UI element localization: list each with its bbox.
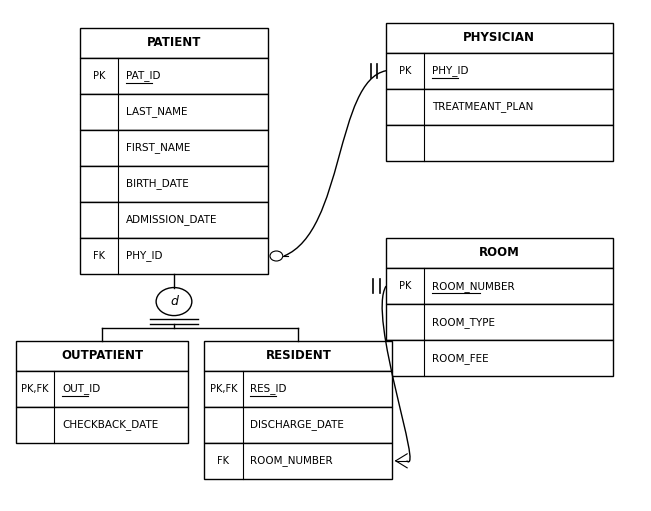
Text: OUT_ID: OUT_ID [62,383,100,394]
Bar [80,202,268,238]
Bar [16,341,188,370]
Text: PK: PK [399,66,411,76]
Bar [204,443,393,479]
Text: OUTPATIENT: OUTPATIENT [61,349,143,362]
Text: PHY_ID: PHY_ID [432,65,469,76]
Bar [80,58,268,94]
Text: PHYSICIAN: PHYSICIAN [464,31,535,44]
Text: LAST_NAME: LAST_NAME [126,106,187,117]
Text: TREATMEANT_PLAN: TREATMEANT_PLAN [432,101,533,112]
Text: PK: PK [93,71,105,81]
Bar [204,407,393,443]
Bar [386,340,613,376]
Text: FIRST_NAME: FIRST_NAME [126,143,190,153]
Bar [16,407,188,443]
Bar [80,94,268,130]
Text: RES_ID: RES_ID [250,383,286,394]
Text: BIRTH_DATE: BIRTH_DATE [126,178,189,190]
Text: PATIENT: PATIENT [146,36,201,49]
Bar [80,28,268,58]
Text: PK: PK [399,281,411,291]
Bar [386,304,613,340]
Bar [386,268,613,304]
Bar [80,166,268,202]
Text: ROOM_TYPE: ROOM_TYPE [432,317,495,328]
Text: CHECKBACK_DATE: CHECKBACK_DATE [62,420,158,430]
Bar [386,53,613,89]
Bar [204,370,393,407]
Text: PK,FK: PK,FK [210,384,237,393]
Bar [386,89,613,125]
Text: d: d [170,295,178,308]
Bar [386,22,613,53]
Bar [16,370,188,407]
Text: ROOM_FEE: ROOM_FEE [432,353,489,364]
Bar [204,341,393,370]
Text: ADMISSION_DATE: ADMISSION_DATE [126,215,217,225]
Bar [80,130,268,166]
Text: FK: FK [93,251,105,261]
Bar [386,125,613,161]
Text: ROOM: ROOM [479,246,519,260]
Text: PHY_ID: PHY_ID [126,250,162,262]
Text: PAT_ID: PAT_ID [126,71,160,81]
Text: PK,FK: PK,FK [21,384,49,393]
Text: FK: FK [217,456,229,466]
Text: DISCHARGE_DATE: DISCHARGE_DATE [250,420,344,430]
Bar [386,238,613,268]
Text: ROOM_NUMBER: ROOM_NUMBER [432,281,515,291]
Text: ROOM_NUMBER: ROOM_NUMBER [250,455,333,466]
Bar [80,238,268,274]
Text: RESIDENT: RESIDENT [266,349,331,362]
